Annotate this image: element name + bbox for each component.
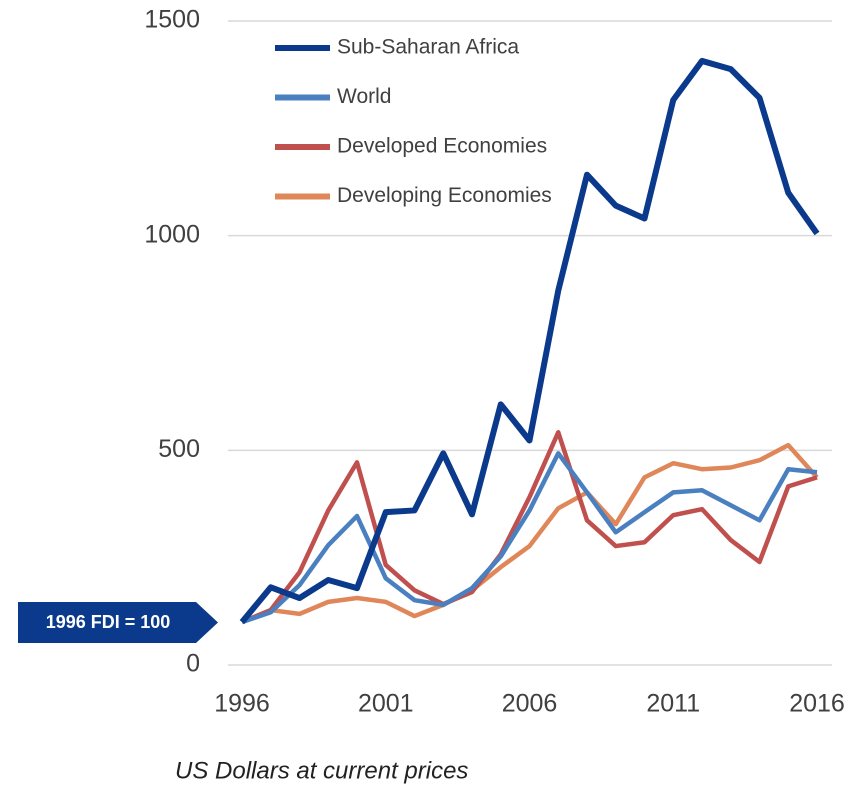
x-tick-label: 1996 xyxy=(214,690,270,718)
series-line xyxy=(241,442,819,625)
series-line xyxy=(241,430,818,625)
x-tick-label: 2001 xyxy=(358,690,414,718)
y-tick-label: 1000 xyxy=(144,220,200,248)
y-tick-label: 0 xyxy=(186,650,200,678)
y-tick-label: 1500 xyxy=(144,6,200,34)
legend-label: World xyxy=(337,85,391,108)
caption: US Dollars at current prices xyxy=(175,757,468,784)
legend-label: Developed Economies xyxy=(337,135,547,158)
x-tick-label: 2006 xyxy=(502,690,558,718)
annotation: 1996 FDI = 100 xyxy=(46,612,171,632)
series-line xyxy=(239,57,820,624)
x-tick-label: 2016 xyxy=(789,690,845,718)
x-tick-label: 2011 xyxy=(646,690,700,718)
y-tick-label: 500 xyxy=(158,435,200,463)
annotation-arrow xyxy=(18,602,218,643)
legend-label: Sub-Saharan Africa xyxy=(337,36,519,59)
series-line xyxy=(241,451,818,625)
legend-label: Developing Economies xyxy=(337,184,552,207)
